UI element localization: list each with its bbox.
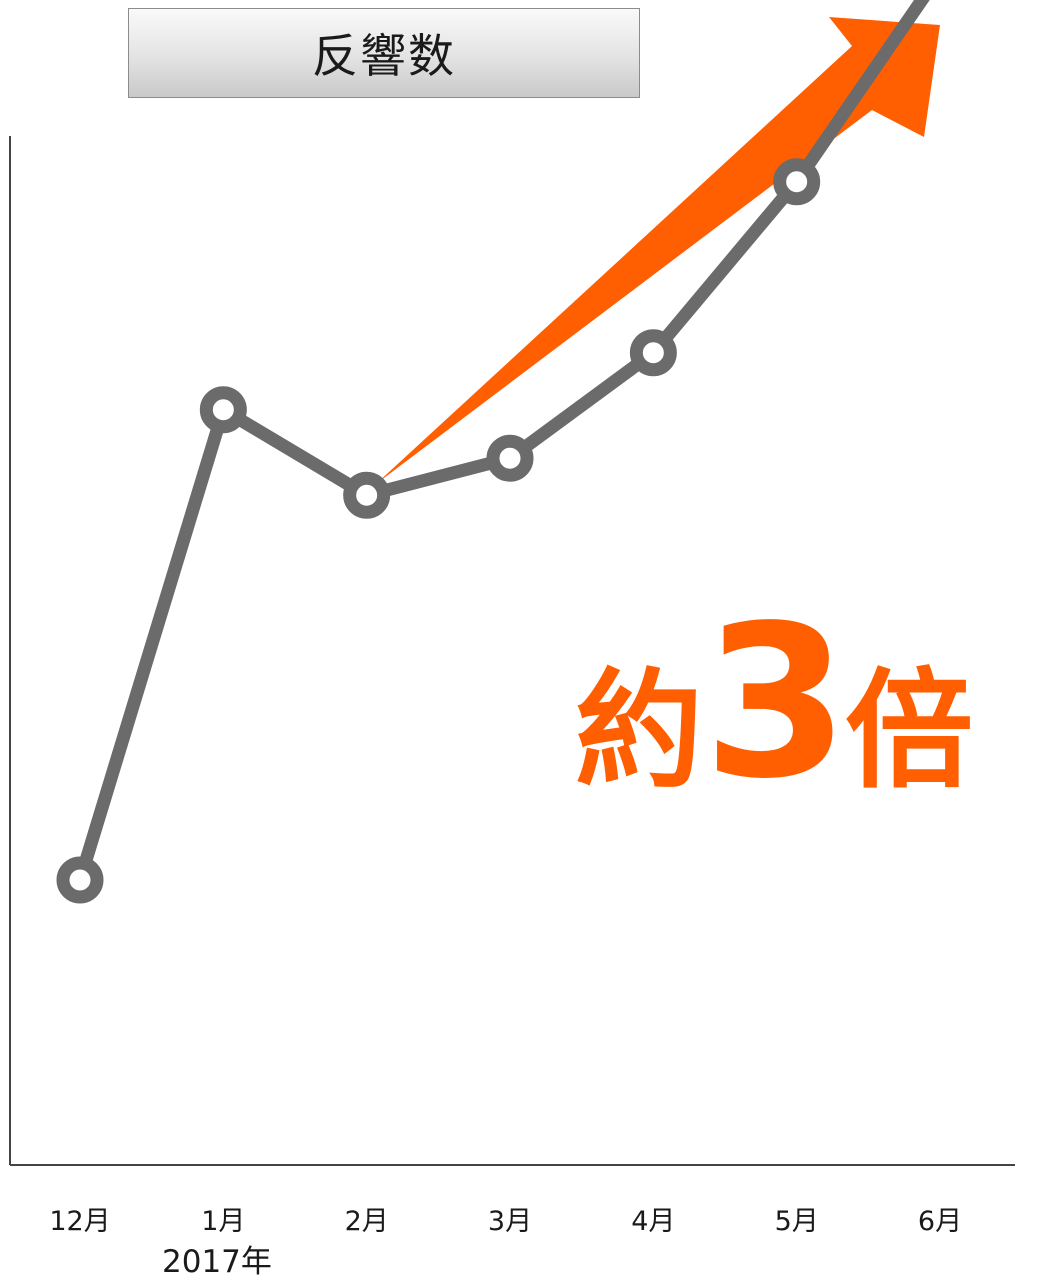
chart-title: 反響数 [128,8,640,98]
callout-suffix: 倍 [845,657,974,806]
data-point-2 [199,386,247,434]
trend-arrow [376,17,940,484]
year-label: 2017年 [162,1244,272,1280]
x-tick-label-4: 3月 [488,1206,532,1237]
x-tick-label-7: 6月 [918,1206,962,1237]
x-tick-label-2: 1月 [201,1206,245,1237]
data-point-5 [629,329,677,377]
tick-layer: 12月 1月 2月 3月 4月 5月 6月 [49,1206,962,1237]
series-layer [56,0,930,904]
x-tick-label-3: 2月 [345,1206,389,1237]
data-point-3 [343,471,391,519]
callout-number: 3 [703,580,849,825]
x-tick-label-1: 12月 [49,1206,110,1237]
data-point-4 [486,434,534,482]
x-tick-label-5: 4月 [631,1206,675,1237]
data-point-6 [773,158,821,206]
callout-prefix: 約 [575,657,704,806]
growth-callout: 約3倍 [575,598,973,808]
data-point-1 [56,856,104,904]
x-tick-label-6: 5月 [775,1206,819,1237]
